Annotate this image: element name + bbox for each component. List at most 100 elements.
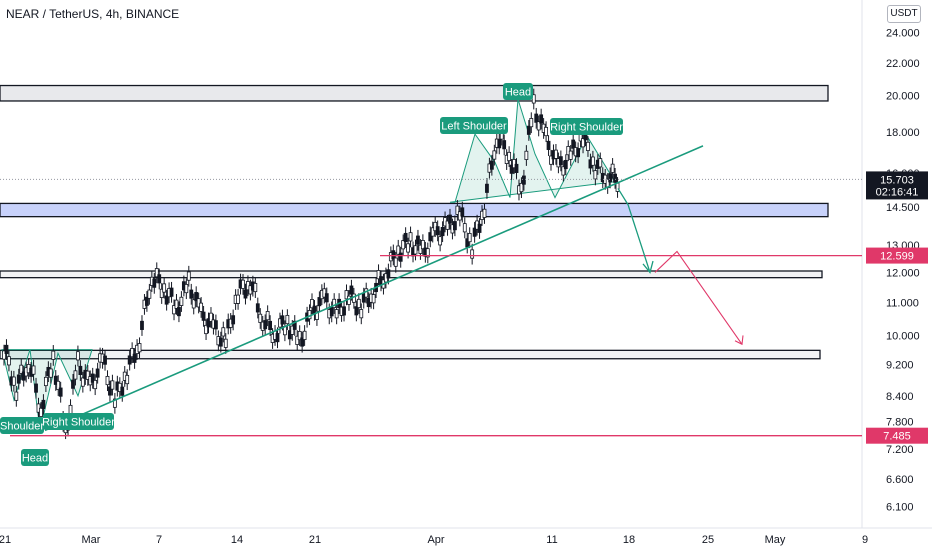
candle-body [536,121,541,131]
currency-button[interactable]: USDT [887,5,921,23]
candle-body [204,324,208,335]
candle-body [492,150,497,160]
projection-arrowhead-green [642,260,654,274]
candle-body [194,292,199,302]
candle-body [356,298,361,309]
candle-body [76,351,80,361]
candle-body [509,164,514,174]
candle-body [108,386,112,396]
price-zone-resistance[interactable] [0,84,829,102]
candle-body [51,350,56,360]
candle-body [73,370,78,380]
candle-body [361,293,366,303]
level-2-tag: 7.485 [883,431,911,443]
candle-body [519,182,524,193]
candle-body [460,207,465,217]
candle-body [159,288,164,298]
candle-body [285,314,290,325]
x-tick-label: Apr [427,534,444,546]
candle-body [177,307,181,317]
candle-body [598,158,603,168]
candle-body [307,310,312,320]
x-tick-label: 7 [156,534,162,546]
candle-body [391,250,396,260]
candle-body [223,338,228,348]
candle-body [93,379,98,390]
candle-body [4,344,9,354]
candle-body [218,337,223,347]
candle-body [420,239,425,250]
candle-body [53,375,58,385]
x-tick-label: 18 [623,534,635,546]
candle-body [112,398,117,408]
level-1-tag: 12.599 [880,251,914,263]
candle-body [329,307,334,317]
candle-body [514,163,519,173]
candle-body [317,297,322,307]
candle-body [489,160,494,170]
trendline[interactable] [44,145,704,432]
label-inv-head-bg [21,449,49,466]
candle-body [105,375,110,386]
candle-body [613,173,617,183]
candle-body [546,140,551,150]
candle-body [526,125,531,135]
price-zone-zone[interactable] [0,349,821,360]
x-tick-label: Mar [82,534,101,546]
label-inv-left-shoulder: Shoulder [0,421,44,433]
candle-body [566,146,571,156]
candle-body [206,318,211,328]
candle-body [34,383,38,393]
candle-body [214,320,218,330]
candle-body [164,295,169,305]
candle-body [130,348,135,358]
candle-body [263,320,268,330]
price-zone-support[interactable] [0,202,829,218]
candle-body [85,370,90,380]
candle-body [110,380,115,390]
candle-body [95,368,100,378]
candle-body [268,320,273,331]
candle-body [554,149,558,159]
label-inv-left-shoulder-bg [0,417,44,434]
y-tick-label: 10.000 [886,330,920,342]
candle-body [275,333,280,343]
candle-body [440,226,445,237]
candle-body [152,278,157,288]
candle-body [310,299,314,309]
candle-body [445,220,450,230]
candle-body [568,150,573,160]
candle-body [7,356,11,366]
candle-body [2,350,6,360]
candle-body [137,343,142,353]
candle-body [292,320,297,330]
candle-body [315,310,319,320]
candle-body [297,330,302,341]
y-tick-label: 11.000 [886,298,919,310]
y-tick-label: 7.800 [886,416,914,428]
candle-body [300,337,305,347]
current-price-tag-countdown: 02:16:41 [876,186,919,198]
candle-body [127,355,132,365]
candle-body [586,141,590,151]
candle-body [71,379,75,389]
candle-body [157,274,162,284]
candle-body [120,386,125,396]
candle-body [19,364,24,374]
candle-body [467,233,472,243]
candle-body [529,118,534,128]
candle-body [162,283,167,293]
y-tick-label: 7.200 [886,444,914,456]
candle-body [448,214,452,224]
candle-body [430,227,435,237]
candle-body [280,315,285,325]
candle-body [56,380,61,390]
projection-arrowhead-red [734,335,744,346]
projection-arrow-green [617,188,651,273]
price-zone-zone[interactable] [0,270,823,279]
candle-body [416,235,420,245]
candle-body [344,290,349,300]
candle-body [438,236,443,246]
candle-body [524,150,529,160]
